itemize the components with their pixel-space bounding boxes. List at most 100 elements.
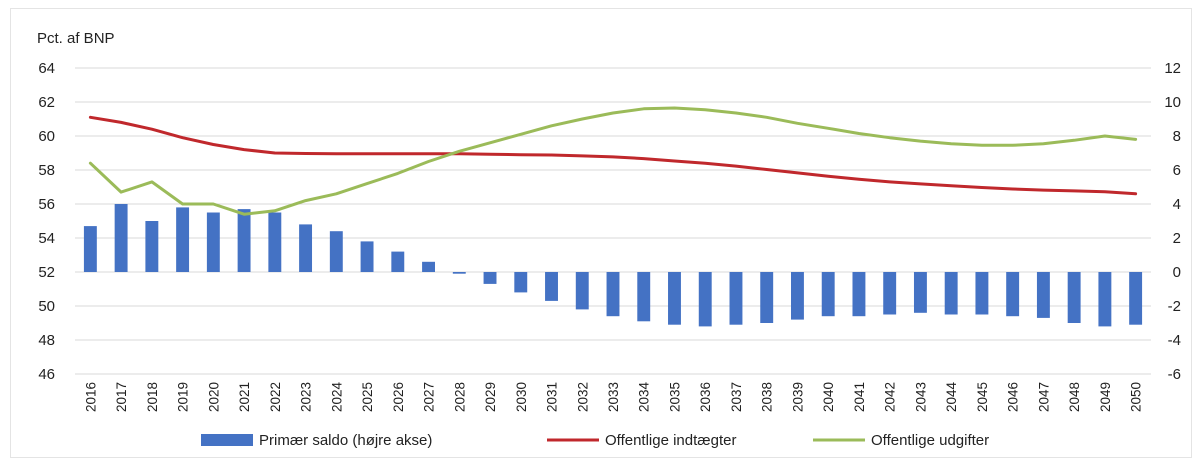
x-axis-tick-label: 2022 <box>268 382 283 412</box>
bar-primaer-saldo <box>83 226 97 272</box>
x-axis-tick-label: 2017 <box>114 382 129 412</box>
bar-primaer-saldo <box>206 212 220 272</box>
line-offentlige-indtaegter <box>88 115 1138 196</box>
right-axis-tick-label: 0 <box>1173 264 1181 281</box>
bar-primaer-saldo <box>760 272 774 323</box>
x-axis-tick-label: 2033 <box>606 382 621 412</box>
bar-primaer-saldo <box>821 272 835 317</box>
y-axis-unit-label: Pct. af BNP <box>37 30 115 47</box>
bar-series <box>83 204 1143 327</box>
left-axis-tick-label: 58 <box>38 162 55 179</box>
bar-primaer-saldo <box>852 272 866 317</box>
legend-swatch-bar <box>201 434 253 446</box>
x-axis-tick-label: 2038 <box>760 382 775 412</box>
x-axis-tick-label: 2040 <box>821 382 836 412</box>
legend-item-offentlige-udgifter: Offentlige udgifter <box>871 432 989 449</box>
bar-primaer-saldo <box>1129 272 1143 325</box>
right-axis-ticks: -6 -4 -2 0 2 4 6 8 10 12 <box>1164 60 1181 383</box>
x-axis-tick-label: 2046 <box>1006 382 1021 412</box>
left-axis-tick-label: 46 <box>38 366 55 383</box>
right-axis-tick-label: 10 <box>1164 94 1181 111</box>
bar-primaer-saldo <box>268 212 282 272</box>
bar-primaer-saldo <box>114 204 128 272</box>
bar-primaer-saldo <box>637 272 651 322</box>
x-axis-tick-label: 2036 <box>698 382 713 412</box>
bar-primaer-saldo <box>1067 272 1081 323</box>
bar-primaer-saldo <box>975 272 989 315</box>
x-axis-tick-label: 2041 <box>852 382 867 412</box>
x-axis-tick-label: 2035 <box>667 382 682 412</box>
gridlines <box>75 67 1151 375</box>
x-axis-tick-label: 2047 <box>1036 382 1051 412</box>
bar-primaer-saldo <box>1098 272 1112 327</box>
x-axis-tick-label: 2025 <box>360 382 375 412</box>
x-axis-tick-label: 2050 <box>1129 382 1144 412</box>
left-axis-tick-label: 52 <box>38 264 55 281</box>
x-axis-tick-label: 2039 <box>790 382 805 412</box>
x-axis-tick-label: 2027 <box>422 382 437 412</box>
bar-primaer-saldo <box>883 272 897 315</box>
legend-item-offentlige-indtaegter: Offentlige indtægter <box>605 432 736 449</box>
line-offentlige-udgifter <box>88 106 1138 216</box>
x-axis-tick-label: 2037 <box>729 382 744 412</box>
bar-primaer-saldo <box>360 241 374 272</box>
bar-primaer-saldo <box>729 272 743 325</box>
x-axis-tick-label: 2044 <box>944 382 959 413</box>
bar-primaer-saldo <box>145 221 159 272</box>
bar-primaer-saldo <box>176 207 190 272</box>
x-axis-tick-label: 2032 <box>575 382 590 412</box>
x-axis-tick-label: 2028 <box>452 382 467 412</box>
left-axis-tick-label: 50 <box>38 298 55 315</box>
bar-primaer-saldo <box>237 209 251 272</box>
bar-primaer-saldo <box>606 272 620 317</box>
bar-primaer-saldo <box>483 272 497 284</box>
x-axis-tick-label: 2023 <box>299 382 314 412</box>
x-axis-tick-label: 2018 <box>145 382 160 412</box>
x-axis-tick-label: 2026 <box>391 382 406 412</box>
right-axis-tick-label: -2 <box>1168 298 1181 315</box>
bar-primaer-saldo <box>698 272 712 327</box>
x-axis-tick-label: 2034 <box>637 382 652 413</box>
x-axis-tick-label: 2016 <box>83 382 98 412</box>
left-axis-tick-label: 64 <box>38 60 55 77</box>
bar-primaer-saldo <box>1036 272 1050 318</box>
bar-primaer-saldo <box>545 272 558 301</box>
x-axis-tick-label: 2024 <box>329 382 344 413</box>
bar-primaer-saldo <box>944 272 958 315</box>
chart-frame: Pct. af BNP 46 48 50 52 54 56 58 60 62 64 -6 -4 -2 0… <box>10 8 1192 458</box>
bar-primaer-saldo <box>391 251 405 272</box>
right-axis-tick-label: -6 <box>1168 366 1181 383</box>
right-axis-tick-label: 12 <box>1164 60 1181 77</box>
x-axis-tick-label: 2030 <box>514 382 529 412</box>
x-axis-tick-label: 2031 <box>545 382 560 412</box>
right-axis-tick-label: 4 <box>1173 196 1181 213</box>
x-axis-tick-label: 2029 <box>483 382 498 412</box>
legend: Primær saldo (højre akse) Offentlige indt… <box>201 432 989 449</box>
x-axis-tick-label: 2021 <box>237 382 252 412</box>
x-axis-tick-label: 2048 <box>1067 382 1082 412</box>
left-axis-tick-label: 54 <box>38 230 55 247</box>
left-axis-tick-label: 48 <box>38 332 55 349</box>
bar-primaer-saldo <box>329 231 343 272</box>
right-axis-tick-label: 2 <box>1173 230 1181 247</box>
left-axis-ticks: 46 48 50 52 54 56 58 60 62 64 <box>38 60 55 383</box>
right-axis-tick-label: 6 <box>1173 162 1181 179</box>
x-axis-tick-label: 2043 <box>913 382 928 412</box>
x-axis-tick-label: 2019 <box>176 382 191 412</box>
right-axis-tick-label: 8 <box>1173 128 1181 145</box>
x-axis-tick-label: 2049 <box>1098 382 1113 412</box>
bar-primaer-saldo <box>299 224 313 272</box>
left-axis-tick-label: 60 <box>38 128 55 145</box>
right-axis-tick-label: -4 <box>1168 332 1181 349</box>
line-series <box>88 106 1138 216</box>
bar-primaer-saldo <box>575 272 589 310</box>
bar-primaer-saldo <box>913 272 927 313</box>
bar-primaer-saldo <box>1006 272 1020 317</box>
x-axis-tick-label: 2045 <box>975 382 990 412</box>
left-axis-tick-label: 56 <box>38 196 55 213</box>
x-axis-ticks: 2016 2017 2018 2019 2020 2021 2022 2023 2024 2025… <box>83 382 1143 413</box>
legend-item-primaer-saldo: Primær saldo (højre akse) <box>259 432 432 449</box>
x-axis-tick-label: 2020 <box>206 382 221 412</box>
x-axis-tick-label: 2042 <box>883 382 898 412</box>
